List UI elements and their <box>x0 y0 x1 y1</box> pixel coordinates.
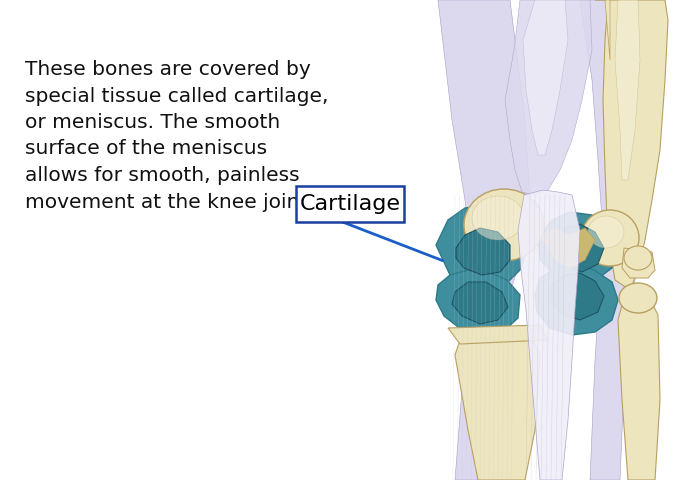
Polygon shape <box>618 295 660 480</box>
Polygon shape <box>622 248 655 278</box>
Text: These bones are covered by
special tissue called cartilage,
or meniscus. The smo: These bones are covered by special tissu… <box>25 60 328 212</box>
Polygon shape <box>540 228 595 268</box>
Ellipse shape <box>464 189 544 261</box>
Polygon shape <box>580 0 660 480</box>
Ellipse shape <box>581 210 639 266</box>
Polygon shape <box>603 0 668 290</box>
Polygon shape <box>456 228 510 275</box>
Ellipse shape <box>472 196 524 240</box>
Ellipse shape <box>588 216 624 248</box>
Polygon shape <box>518 190 580 480</box>
Polygon shape <box>535 265 618 335</box>
Polygon shape <box>505 0 592 195</box>
Polygon shape <box>448 325 548 344</box>
Polygon shape <box>523 0 568 155</box>
Polygon shape <box>455 335 540 480</box>
Polygon shape <box>436 270 520 335</box>
Polygon shape <box>436 205 528 290</box>
Ellipse shape <box>619 283 657 313</box>
Text: Cartilage: Cartilage <box>300 194 400 214</box>
Polygon shape <box>550 273 604 320</box>
Polygon shape <box>595 0 610 60</box>
Polygon shape <box>538 212 618 282</box>
Polygon shape <box>438 0 530 480</box>
Polygon shape <box>554 224 604 272</box>
FancyBboxPatch shape <box>296 186 404 222</box>
Ellipse shape <box>624 246 652 270</box>
Polygon shape <box>615 0 640 180</box>
Polygon shape <box>452 282 508 324</box>
